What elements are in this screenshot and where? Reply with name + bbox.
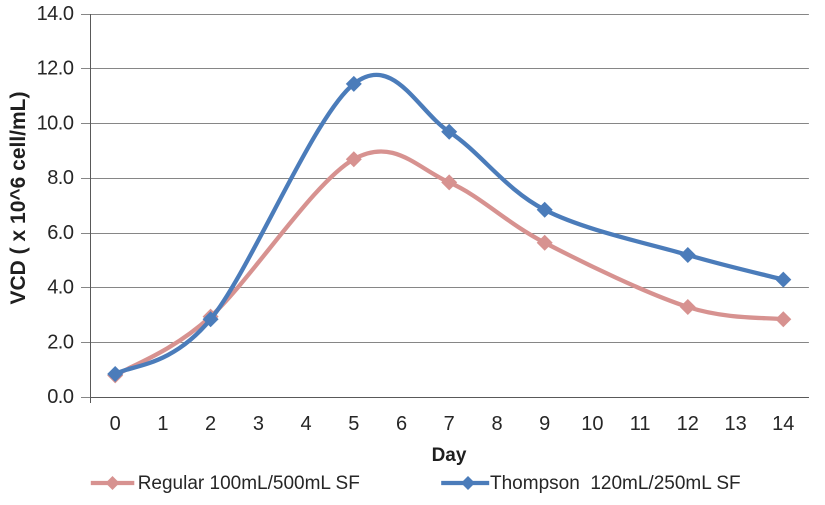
svg-text:12: 12 [677,413,699,435]
svg-text:14.0: 14.0 [37,3,74,25]
svg-text:8: 8 [491,413,502,435]
svg-text:4.0: 4.0 [47,277,74,299]
svg-text:Thompson 120mL/250mL SF: Thompson 120mL/250mL SF [490,473,741,494]
svg-text:12.0: 12.0 [37,58,74,80]
svg-text:6.0: 6.0 [47,222,74,244]
svg-text:Day: Day [432,445,467,466]
svg-text:8.0: 8.0 [47,167,74,189]
svg-text:0.0: 0.0 [47,386,74,408]
svg-text:10: 10 [581,413,603,435]
svg-text:VCD ( x 10^6 cell/mL): VCD ( x 10^6 cell/mL) [7,91,30,304]
svg-text:6: 6 [396,413,407,435]
svg-text:9: 9 [539,413,550,435]
svg-text:3: 3 [253,413,264,435]
svg-text:10.0: 10.0 [37,112,74,134]
svg-text:7: 7 [444,413,455,435]
svg-text:14: 14 [772,413,794,435]
svg-text:4: 4 [301,413,312,435]
svg-text:13: 13 [724,413,746,435]
svg-text:0: 0 [110,413,121,435]
svg-text:Regular 100mL/500mL SF: Regular 100mL/500mL SF [138,473,360,494]
svg-text:5: 5 [348,413,359,435]
svg-text:11: 11 [630,413,651,435]
svg-text:1: 1 [157,413,168,435]
svg-text:2: 2 [205,413,216,435]
svg-text:2.0: 2.0 [47,331,74,353]
